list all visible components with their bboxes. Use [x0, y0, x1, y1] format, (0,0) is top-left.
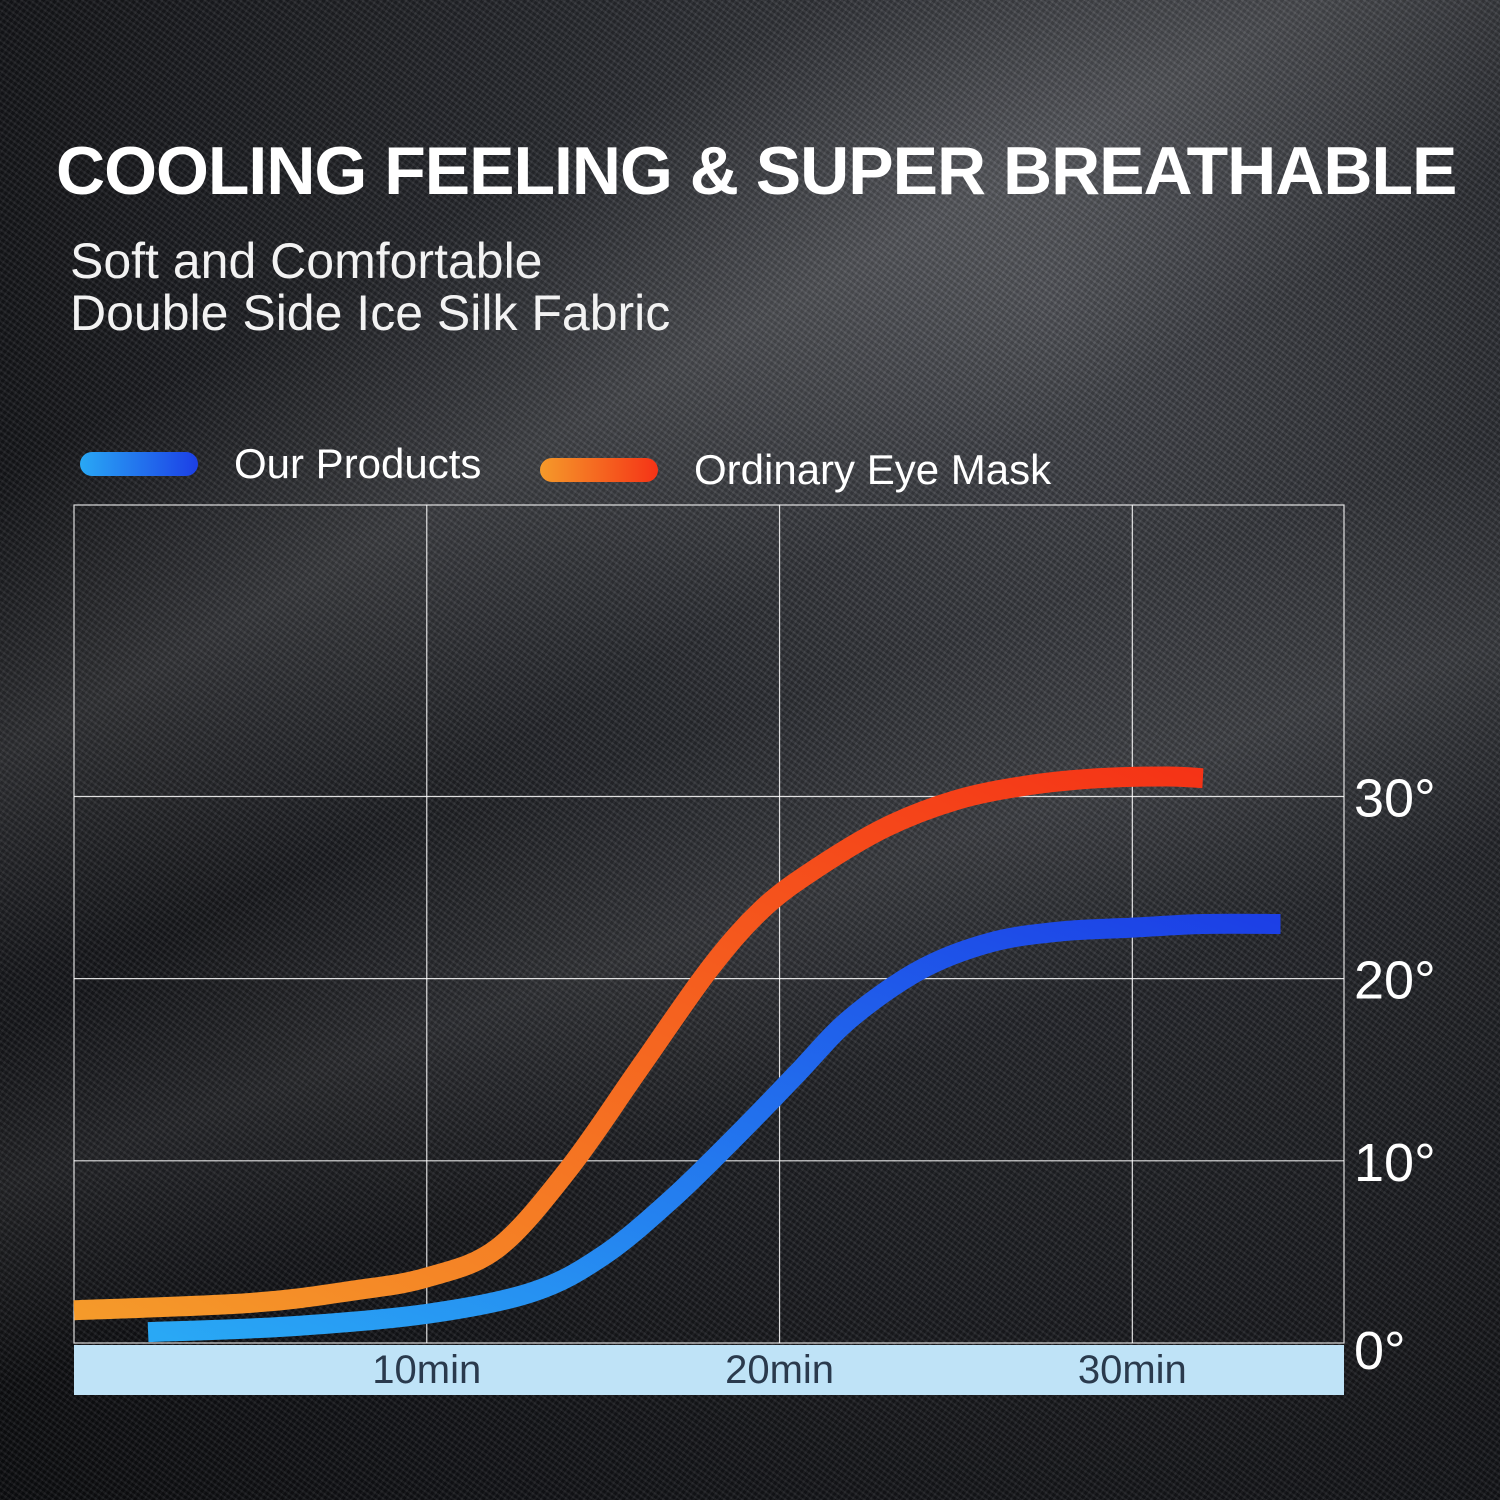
y-tick-label: 30° [1354, 768, 1436, 828]
x-tick-label: 30min [1078, 1348, 1187, 1392]
legend-item-ordinary-eye-mask: Ordinary Eye Mask [540, 446, 1051, 494]
legend-label-our-products: Our Products [234, 440, 482, 487]
legend-swatch-ordinary-eye-mask [540, 458, 658, 482]
plot-frame [73, 504, 1345, 1344]
x-tick-label: 20min [725, 1348, 834, 1392]
page-title: COOLING FEELING & SUPER BREATHABLE [56, 133, 1457, 209]
y-tick-label: 10° [1354, 1133, 1436, 1193]
subtitle-line-1: Soft and Comfortable [70, 233, 543, 289]
subtitle-line-2: Double Side Ice Silk Fabric [70, 285, 671, 341]
x-axis-band [74, 1345, 1344, 1395]
y-tick-label: 20° [1354, 951, 1436, 1011]
legend-swatch-our-products [80, 452, 198, 476]
series-line-ordinary-eye-mask [73, 766, 1204, 1321]
legend-label-ordinary-eye-mask: Ordinary Eye Mask [694, 446, 1052, 493]
x-tick-label: 10min [372, 1348, 481, 1392]
y-tick-label: 0° [1354, 1321, 1406, 1381]
legend-item-our-products: Our Products [80, 440, 481, 488]
series-line-our-products [147, 913, 1281, 1343]
